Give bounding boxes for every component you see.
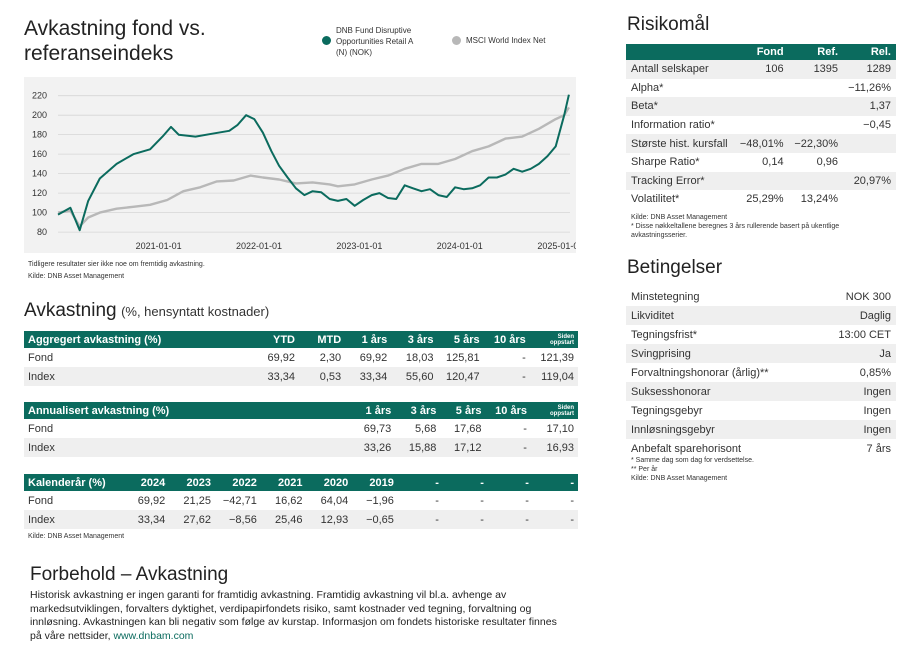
col-header: Aggregert avkastning (%)	[24, 331, 251, 348]
table-row: Alpha* −11,26%	[631, 81, 891, 94]
table-row: Svingprising Ja	[626, 344, 896, 363]
col-header: 5 års	[437, 331, 484, 348]
table-row: Fond 69,92 21,25 −42,71 16,62 64,04 −1,9…	[28, 494, 574, 507]
col-header: 2024	[121, 474, 170, 491]
col-header: 3 års	[391, 331, 438, 348]
risk-title: Risikomål	[627, 14, 710, 35]
col-header: MTD	[298, 331, 346, 348]
table-header-row: Fond Ref. Rel.	[626, 44, 896, 60]
website-link[interactable]: www.dnbam.com	[113, 629, 194, 642]
table-row: Anbefalt sparehorisont 7 års	[631, 442, 891, 455]
legend-label-index: MSCI World Index Net	[466, 36, 546, 45]
col-header: Kalenderår (%)	[24, 474, 122, 491]
table-header-row: Annualisert avkastning (%) 1 års 3 års 5…	[24, 402, 578, 419]
legend-swatch-fund	[322, 36, 331, 45]
y-tick-label: 160	[32, 149, 47, 159]
conditions-table: Minstetegning NOK 300 Likviditet Daglig Tegn…	[626, 287, 896, 458]
table-row: Tracking Error* 20,97%	[626, 171, 896, 191]
col-header: 10 års	[483, 331, 530, 348]
col-header: 2021	[260, 474, 307, 491]
table-row: Forvaltningshonorar (årlig)** 0,85%	[631, 366, 891, 379]
table-row: Likviditet Daglig	[626, 306, 896, 325]
col-header: 2020	[306, 474, 353, 491]
conditions-notes: * Samme dag som dag for verdsettelse. **…	[631, 457, 754, 482]
conditions-title: Betingelser	[627, 257, 723, 278]
legend-swatch-index	[452, 36, 461, 45]
col-header: -	[487, 474, 533, 491]
x-axis-labels: 2021-01-01 2022-01-01 2023-01-01 2024-01-01…	[24, 238, 584, 260]
series-line-index	[57, 106, 570, 228]
legend-label-fund-2: Opportunities Retail A	[336, 37, 414, 46]
col-header-since-start: Siden oppstart	[530, 402, 578, 419]
annualized-returns-table: Annualisert avkastning (%) 1 års 3 års 5…	[24, 402, 578, 457]
col-header: Rel.	[843, 44, 896, 60]
table-row: Fond 69,92 2,30 69,92 18,03 125,81 - 121…	[28, 351, 574, 364]
table-row: Fond 69,73 5,68 17,68 - 17,10	[28, 422, 574, 435]
y-tick-label: 80	[37, 227, 47, 237]
risk-footnote: * Disse nøkkeltallene beregnes 3 års rul…	[631, 223, 840, 239]
risk-source: Kilde: DNB Asset Management	[631, 214, 728, 221]
y-tick-label: 140	[32, 169, 47, 179]
col-header: -	[532, 474, 578, 491]
line-chart: 80 100 120 140 160 180 200 220	[32, 91, 570, 237]
col-header: Fond	[734, 44, 789, 60]
x-tick-label: 2025-01-01	[537, 241, 576, 251]
aggregate-returns-table: Aggregert avkastning (%) YTD MTD 1 års 3…	[24, 331, 578, 386]
y-tick-label: 200	[32, 110, 47, 120]
col-header: Annualisert avkastning (%)	[24, 402, 351, 419]
table-row: Tegningsgebyr Ingen	[631, 404, 891, 417]
col-header: 5 års	[440, 402, 486, 419]
col-header: 2019	[352, 474, 398, 491]
table-row: Antall selskaper 106 1395 1289	[626, 60, 896, 79]
col-header: 1 års	[345, 331, 392, 348]
y-tick-label: 120	[32, 188, 47, 198]
series-line-fund	[57, 94, 570, 232]
calendar-returns-table: Kalenderår (%) 2024 2023 2022 2021 2020 …	[24, 474, 578, 529]
table-row: Index 33,26 15,88 17,12 - 16,93	[24, 438, 578, 457]
table-row: Minstetegning NOK 300	[631, 290, 891, 303]
table-header-row: Aggregert avkastning (%) YTD MTD 1 års 3…	[24, 331, 578, 348]
x-tick-label: 2021-01-01	[136, 241, 182, 251]
col-header: 3 års	[395, 402, 441, 419]
returns-subtitle: (%, hensyntatt kostnader)	[121, 304, 270, 319]
disclaimer-title: Forbehold – Avkastning	[30, 564, 229, 585]
col-header: -	[397, 474, 443, 491]
chart-area: 80 100 120 140 160 180 200 220	[24, 77, 576, 253]
y-tick-label: 100	[32, 208, 47, 218]
chart-title: Avkastning fond vs. referanseindeks	[24, 17, 206, 65]
table-row: Index 33,34 0,53 33,34 55,60 120,47 - 11…	[24, 367, 578, 386]
table-row: Volatilitet* 25,29% 13,24%	[631, 193, 839, 206]
col-header: 2023	[169, 474, 215, 491]
col-header: YTD	[250, 331, 299, 348]
table-row: Tegningsfrist* 13:00 CET	[631, 328, 891, 341]
col-header: 1 års	[350, 402, 396, 419]
returns-title: Avkastning	[24, 300, 117, 321]
table-row: Største hist. kursfall −48,01% −22,30%	[626, 134, 896, 153]
chart-source: Kilde: DNB Asset Management	[28, 273, 125, 280]
col-header: -	[442, 474, 488, 491]
y-tick-label: 180	[32, 130, 47, 140]
table-row: Suksesshonorar Ingen	[626, 382, 896, 401]
risk-table: Fond Ref. Rel. Antall selskaper 106 1395 12…	[626, 44, 896, 209]
col-header: 2022	[214, 474, 261, 491]
col-header-since-start: Siden oppstart	[529, 331, 578, 348]
table-row: Beta* 1,37	[626, 97, 896, 116]
x-tick-label: 2023-01-01	[336, 241, 382, 251]
disclaimer-text: Historisk avkastning er ingen garanti fo…	[30, 589, 557, 642]
table-row: Information ratio* −0,45	[631, 119, 891, 132]
chart-note: Tidligere resultater sier ikke noe om fr…	[28, 261, 205, 268]
table-row: Index 33,34 27,62 −8,56 25,46 12,93 −0,6…	[24, 510, 578, 529]
x-tick-label: 2022-01-01	[236, 241, 282, 251]
legend-label-fund-3: (N) (NOK)	[336, 48, 372, 57]
legend-label-fund-1: DNB Fund Disruptive	[336, 26, 412, 35]
table-row: Innløsningsgebyr Ingen	[626, 420, 896, 439]
returns-heading: Avkastning (%, hensyntatt kostnader)	[24, 300, 269, 322]
table-row: Sharpe Ratio* 0,14 0,96	[631, 156, 839, 169]
x-tick-label: 2024-01-01	[437, 241, 483, 251]
table-header-row: Kalenderår (%) 2024 2023 2022 2021 2020 …	[24, 474, 578, 491]
col-header: 10 års	[485, 402, 531, 419]
col-header: Ref.	[788, 44, 844, 60]
returns-source: Kilde: DNB Asset Management	[28, 533, 125, 540]
y-tick-label: 220	[32, 91, 47, 101]
